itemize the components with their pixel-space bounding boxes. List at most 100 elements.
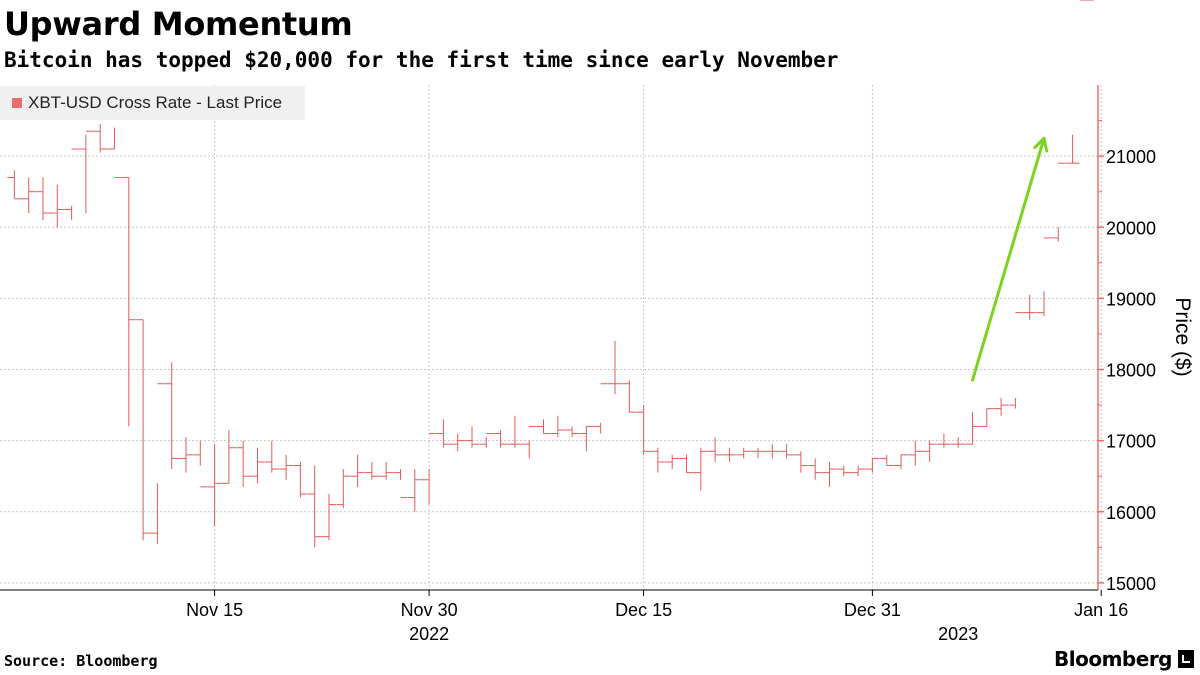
y-axis: 15000 16000 17000 18000 19000 20000 21000 <box>1097 85 1156 594</box>
ohlc-bar <box>636 405 651 455</box>
ohlc-bar <box>693 447 708 491</box>
ohlc-bar <box>879 454 894 467</box>
y-tick-label: 16000 <box>1106 503 1156 523</box>
ohlc-bar <box>293 461 308 498</box>
ohlc-bar <box>393 469 408 499</box>
ohlc-bar <box>136 319 151 541</box>
ohlc-bar <box>951 437 966 448</box>
ohlc-bar <box>1051 162 1066 242</box>
ohlc-bar <box>150 383 165 544</box>
arrow-shaft <box>971 136 1046 382</box>
ohlc-bar <box>193 440 208 488</box>
source-note: Source: Bloomberg <box>4 652 158 670</box>
ohlc-bar <box>1008 312 1023 409</box>
ohlc-bar <box>922 440 937 462</box>
ohlc-bar <box>507 415 522 448</box>
ohlc-bar <box>307 465 322 548</box>
ohlc-bar <box>793 451 808 473</box>
ohlc-bar <box>379 461 394 480</box>
ohlc-bar <box>536 419 551 435</box>
ohlc-bar <box>1037 237 1051 317</box>
y-tick-label: 17000 <box>1106 432 1156 452</box>
ohlc-bar <box>450 433 465 452</box>
chart-subtitle: Bitcoin has topped $20,000 for the first… <box>4 48 839 72</box>
ohlc-bar <box>207 444 222 526</box>
ohlc-bar <box>1065 134 1080 164</box>
chart-title: Upward Momentum <box>4 5 353 43</box>
x-year-label: 2023 <box>938 624 978 644</box>
ohlc-bar <box>364 461 379 480</box>
ohlc-bar <box>36 177 50 221</box>
ohlc-bar <box>665 454 680 470</box>
ohlc-bar <box>593 383 608 434</box>
ohlc-bar <box>436 419 451 448</box>
legend-swatch <box>12 98 22 108</box>
ohlc-bar <box>250 447 265 484</box>
ohlc-bar <box>979 408 994 427</box>
x-tick-label: Jan 16 <box>1074 600 1128 620</box>
ohlc-bar <box>751 447 765 459</box>
ohlc-bar <box>650 447 665 473</box>
ohlc-bar <box>679 454 694 474</box>
bloomberg-logo: Bloomberg <box>1054 647 1172 671</box>
ohlc-bar <box>550 415 565 438</box>
ohlc-bar <box>522 425 537 459</box>
ohlc-bar <box>865 457 880 473</box>
ohlc-bar <box>465 426 479 448</box>
ohlc-bar <box>121 176 136 427</box>
x-tick-label: Nov 15 <box>186 600 243 620</box>
ohlc-bar <box>422 433 437 505</box>
ohlc-bar <box>722 447 737 462</box>
ohlc-bar <box>808 458 823 480</box>
ohlc-bar <box>7 170 22 200</box>
ohlc-bar <box>994 397 1009 416</box>
ohlc-bar <box>608 341 622 395</box>
ohlc-bar <box>107 127 122 178</box>
bloomberg-terminal-icon <box>1178 650 1194 668</box>
ohlc-bar <box>164 362 179 470</box>
ohlc-bar <box>493 429 508 448</box>
ohlc-bar <box>93 124 108 153</box>
y-tick-label: 21000 <box>1106 147 1156 167</box>
x-tick-label: Dec 15 <box>615 600 672 620</box>
grid-lines <box>0 85 1102 590</box>
ohlc-bar <box>908 440 923 466</box>
ohlc-bar <box>236 440 251 487</box>
ohlc-bar <box>579 425 594 452</box>
ohlc-bar <box>479 433 494 448</box>
ohlc-bar <box>936 433 951 448</box>
ohlc-bar <box>350 454 365 487</box>
ohlc-bar <box>765 444 780 459</box>
trend-arrow <box>971 136 1049 382</box>
ohlc-bar <box>64 148 79 221</box>
ohlc-bar <box>822 461 837 487</box>
x-tick-label: Dec 31 <box>844 600 901 620</box>
ohlc-bar <box>179 437 193 473</box>
ohlc-bar <box>779 444 794 459</box>
ohlc-bar <box>279 454 294 480</box>
ohlc-bar <box>336 469 351 509</box>
ohlc-bar <box>894 454 908 470</box>
arrow-head <box>1033 136 1049 153</box>
ohlc-bar <box>622 380 637 413</box>
ohlc-bar <box>851 465 866 477</box>
y-tick-label: 18000 <box>1106 361 1156 381</box>
y-tick-label: 20000 <box>1106 218 1156 238</box>
ohlc-bar <box>565 426 580 438</box>
x-tick-label: Nov 30 <box>401 600 458 620</box>
ohlc-bar <box>221 429 236 484</box>
x-year-label: 2022 <box>409 624 449 644</box>
ohlc-bar <box>407 469 422 512</box>
legend-label: XBT-USD Cross Rate - Last Price <box>28 93 283 112</box>
ohlc-bar <box>1022 294 1037 320</box>
ohlc-bar <box>78 130 93 214</box>
ohlc-bar <box>836 465 851 477</box>
ohlc-bar <box>965 412 980 445</box>
y-tick-label: 19000 <box>1106 289 1156 309</box>
ohlc-bar <box>264 440 279 473</box>
ohlc-series <box>7 0 1094 548</box>
ohlc-bar <box>736 447 751 459</box>
ohlc-bar <box>708 437 723 462</box>
x-axis: Nov 15 Nov 30 Dec 15 Dec 31 Jan 16 2022 2023 <box>0 589 1128 644</box>
